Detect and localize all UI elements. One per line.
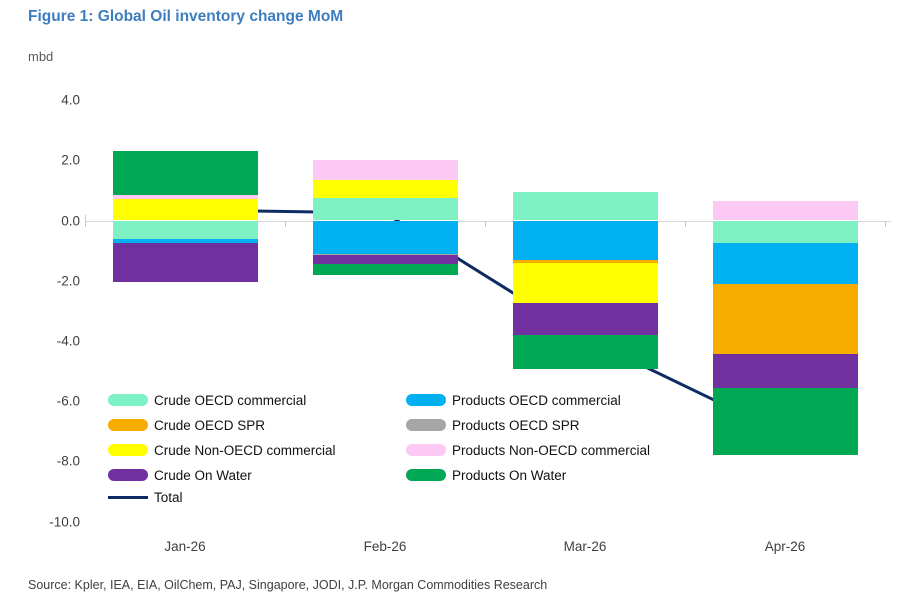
legend-swatch [406,444,446,456]
legend-label: Total [154,489,183,505]
legend-label: Products OECD commercial [452,392,621,408]
legend-item: Crude OECD SPR [108,417,265,433]
category-axis-tick [685,220,686,227]
legend-item: Products OECD commercial [406,392,621,408]
legend-label: Crude OECD commercial [154,392,307,408]
legend-label: Products Non-OECD commercial [452,442,651,458]
legend-item: Crude On Water [108,467,252,483]
legend-label: Products On Water [452,467,567,483]
y-tick-label: -6.0 [56,393,80,409]
source-note: Source: Kpler, IEA, EIA, OilChem, PAJ, S… [28,578,548,592]
legend-swatch [406,419,446,431]
bar-segment [312,160,458,180]
legend-item: Total [108,489,183,505]
y-tick-label: 4.0 [61,92,80,108]
zero-gridline [85,220,891,222]
category-axis-tick [285,220,286,227]
bar-segment [712,200,858,221]
bar-segment [112,238,258,244]
category-axis-tick [885,220,886,227]
x-tick-label: Mar-26 [563,539,607,554]
bar-segment [712,220,858,244]
legend-item: Crude Non-OECD commercial [108,442,336,458]
bar-segment [512,262,658,304]
bar-segment [112,220,258,239]
legend-label: Crude OECD SPR [154,417,266,433]
y-tick-label: -8.0 [56,453,80,469]
bar-segment [312,253,458,256]
value-axis-tick [85,214,86,227]
legend-item: Products Non-OECD commercial [406,442,650,458]
bar-segment [512,334,658,370]
x-tick-label: Apr-26 [764,539,806,554]
legend-label: Products OECD SPR [452,417,580,433]
y-tick-label: -4.0 [56,333,80,349]
bar-segment [512,220,658,260]
legend-label: Crude Non-OECD commercial [154,442,336,458]
y-tick-label: -2.0 [56,273,80,289]
legend-item: Products OECD SPR [406,417,580,433]
figure-title: Figure 1: Global Oil inventory change Mo… [28,8,344,25]
bar-segment [312,220,458,254]
bar-segment [712,283,858,355]
legend-swatch [108,394,148,406]
bar-segment [712,243,858,284]
bar-segment [712,354,858,388]
y-axis-unit-label: mbd [28,49,54,64]
legend-swatch [108,419,148,431]
bar-segment [712,387,858,456]
x-tick-label: Feb-26 [363,539,407,554]
bar-segment [312,255,458,265]
legend-item: Products On Water [406,467,566,483]
legend-swatch [108,469,148,481]
bar-segment [312,197,458,221]
bar-segment [312,179,458,198]
legend-swatch [406,469,446,481]
y-tick-label: -10.0 [49,514,80,529]
legend-label: Crude On Water [154,467,252,483]
x-tick-label: Jan-26 [164,539,206,554]
legend-swatch [108,444,148,456]
bar-segment [112,199,258,221]
legend-item: Crude OECD commercial [108,392,306,408]
y-tick-label: 0.0 [61,213,80,228]
y-tick-label: 2.0 [61,152,80,168]
legend-swatch [406,394,446,406]
bar-segment [312,264,458,275]
legend-line-swatch [108,495,148,499]
category-axis-tick [485,220,486,227]
bar-segment [512,191,658,221]
bar-segment [512,259,658,263]
bar-segment [512,303,658,335]
bar-segment [112,194,258,200]
bar-segment [112,151,258,195]
bar-segment [112,243,258,283]
